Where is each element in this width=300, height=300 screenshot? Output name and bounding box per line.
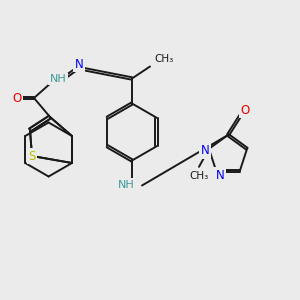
Text: NH: NH [118, 179, 134, 190]
Text: S: S [28, 149, 36, 163]
Text: N: N [201, 144, 209, 157]
Text: N: N [216, 169, 225, 182]
Text: CH₃: CH₃ [154, 53, 173, 64]
Text: O: O [12, 92, 22, 104]
Text: O: O [240, 103, 250, 116]
Text: NH: NH [50, 74, 66, 84]
Text: N: N [75, 58, 83, 70]
Text: CH₃: CH₃ [189, 171, 208, 181]
